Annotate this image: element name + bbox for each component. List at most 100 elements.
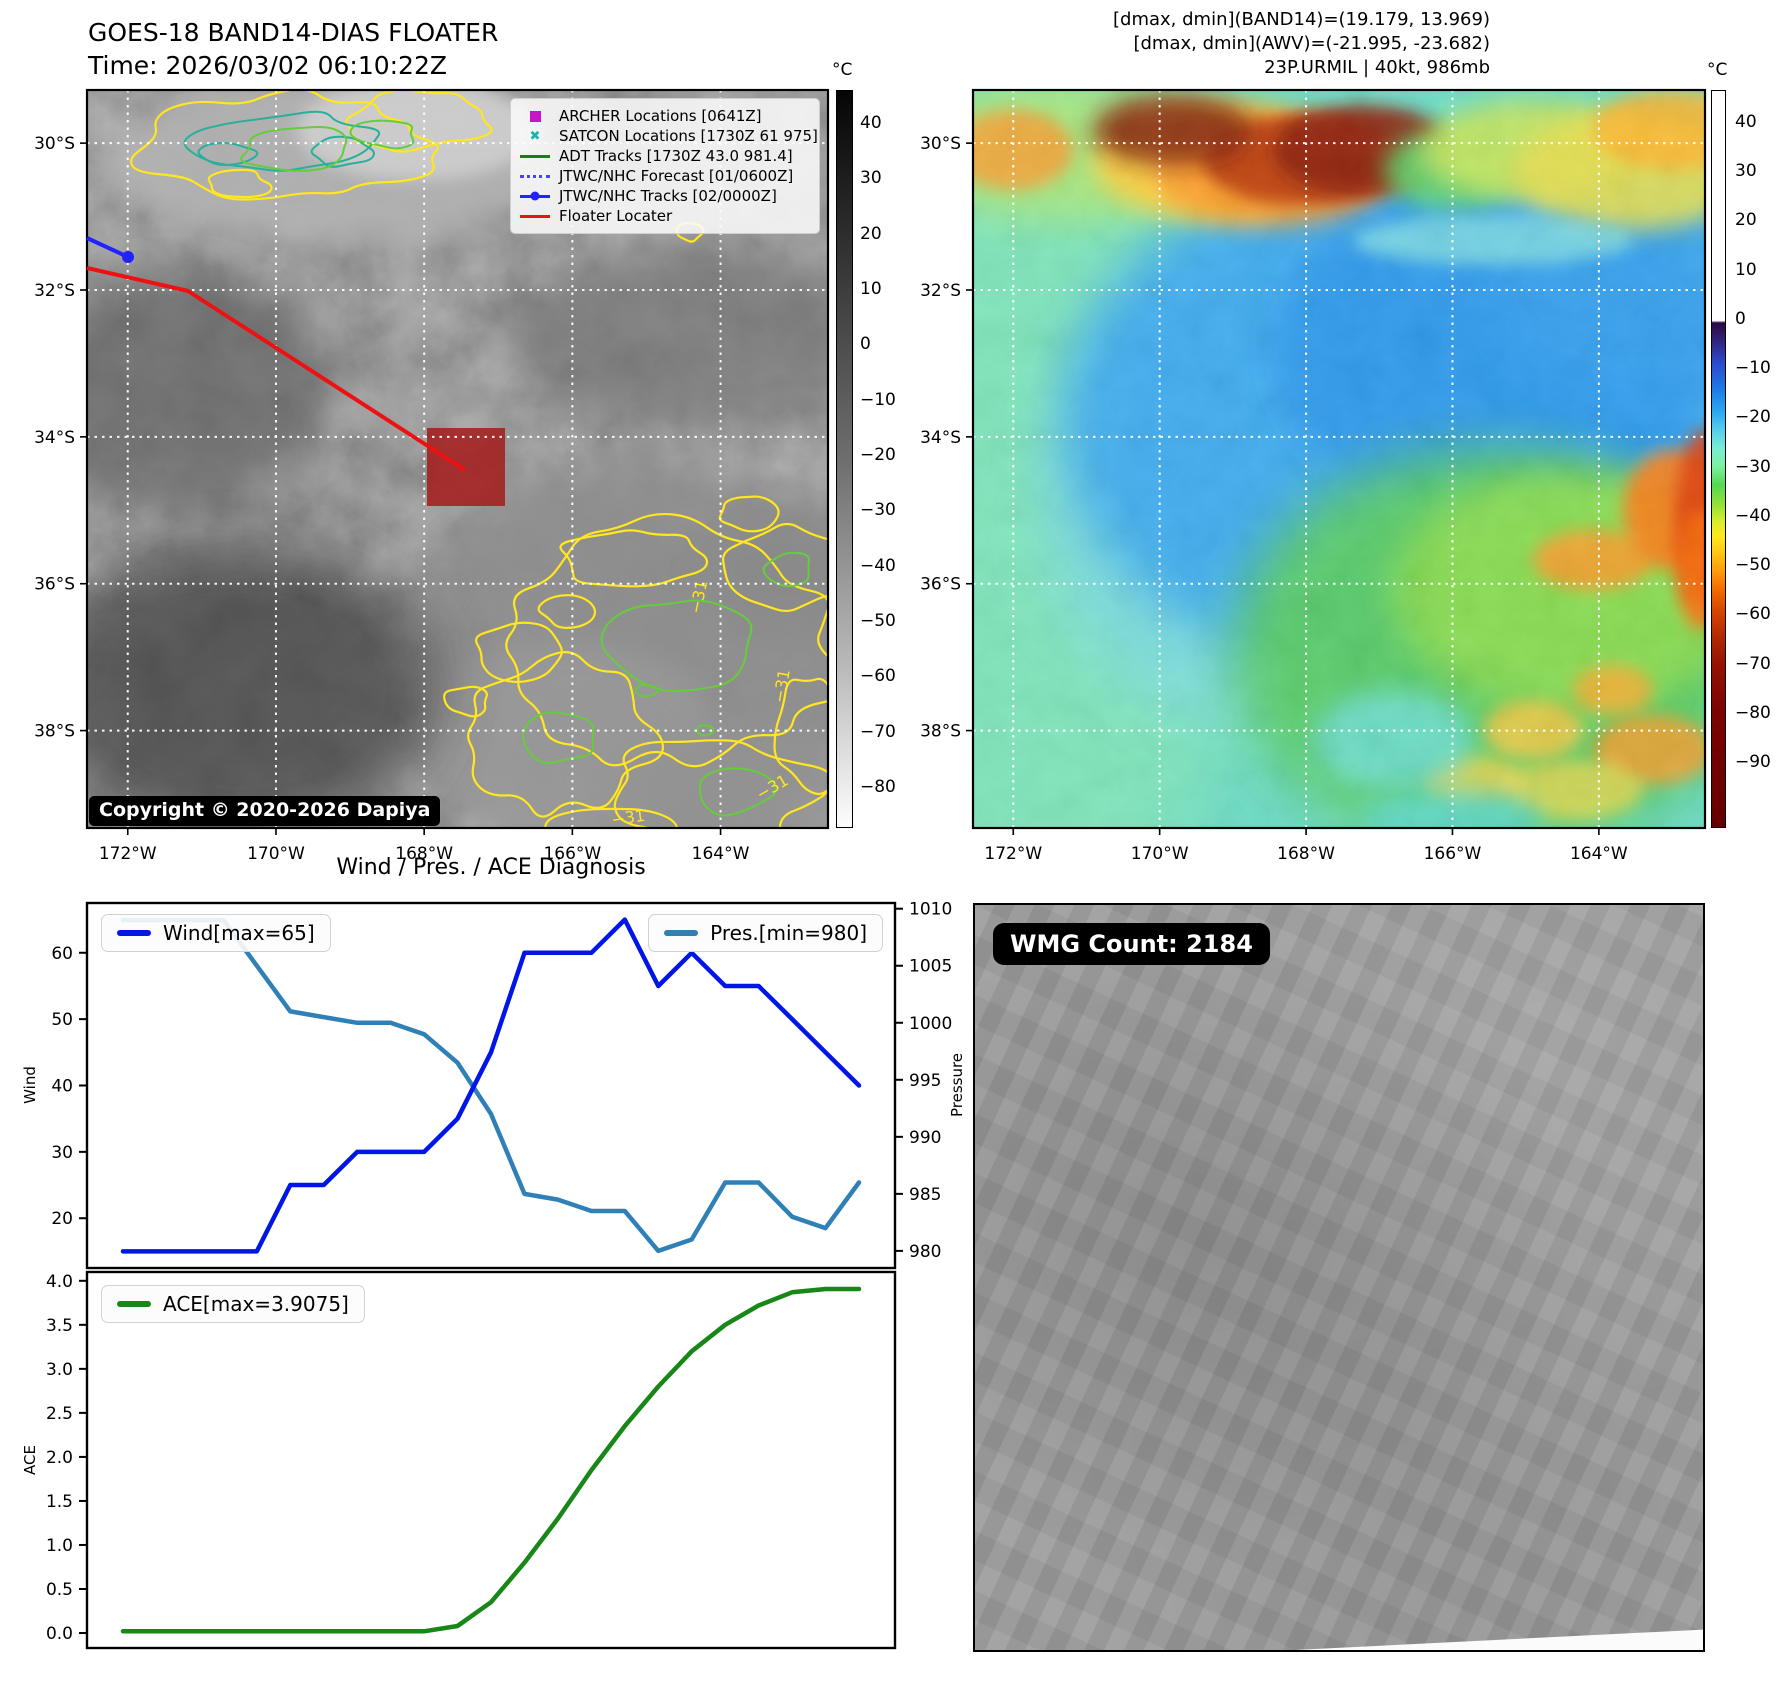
svg-text:4.0: 4.0 <box>46 1272 73 1292</box>
awv-lat-tick: 38°S <box>920 722 961 742</box>
wind-line-swatch <box>117 930 151 936</box>
colorbar-tick-label: 30 <box>860 168 882 189</box>
band14-lat-tick: 36°S <box>34 575 75 595</box>
floater-track-line <box>86 266 467 472</box>
band14-lon-tick: 168°W <box>395 844 453 864</box>
colorbar-tick-label: −10 <box>1735 358 1771 379</box>
svg-text:990: 990 <box>909 1128 941 1148</box>
legend-swatch-icon <box>517 129 553 144</box>
svg-text:0.5: 0.5 <box>46 1580 73 1600</box>
wind-legend: Wind[max=65] <box>101 914 331 952</box>
svg-text:1010: 1010 <box>909 900 952 920</box>
band14-lon-tick: 170°W <box>247 844 305 864</box>
left-tick-labels: 0.0 0.5 1.0 1.5 2.0 2.5 3.0 3.5 4.0 <box>46 1272 87 1644</box>
ace-legend: ACE[max=3.9075] <box>101 1285 365 1323</box>
legend-swatch-icon <box>517 195 553 198</box>
awv-lon-tick: 168°W <box>1277 844 1335 864</box>
legend-swatch-icon <box>517 175 553 178</box>
band14-lon-tick: 164°W <box>692 844 750 864</box>
wind-axis-label: Wind <box>21 1066 39 1104</box>
colorbar-tick-label: −70 <box>860 721 896 742</box>
awv-lat-tick: 36°S <box>920 575 961 595</box>
series-line <box>120 917 862 1254</box>
svg-text:60: 60 <box>51 944 73 964</box>
legend-swatch-icon <box>517 111 553 122</box>
stat-annotation: 23P.URMIL | 40kt, 986mb <box>1264 57 1490 78</box>
contours-yellow <box>130 90 828 828</box>
awv-lat-tick: 32°S <box>920 281 961 301</box>
band14-colorbar: °C 40 30 20 10 0 −10 −20 −30 −40 −50 −60 −70 −80 <box>832 60 896 828</box>
wmg-missing-data-sliver <box>1295 1629 1703 1650</box>
colorbar-tick-label: 10 <box>1735 259 1757 280</box>
svg-text:1005: 1005 <box>909 957 952 977</box>
colorbar-tick-label: −20 <box>1735 407 1771 428</box>
band14-lat-tick: 32°S <box>34 281 75 301</box>
svg-text:50: 50 <box>51 1010 73 1030</box>
awv-lon-tick: 164°W <box>1570 844 1628 864</box>
axis-ticks <box>966 142 1600 835</box>
contour-label: −31 <box>610 806 646 830</box>
awv-field <box>973 90 1705 828</box>
colorbar-tick-label: 10 <box>860 278 882 299</box>
colorbar-unit: °C <box>1707 60 1728 80</box>
colorbar-unit: °C <box>832 60 853 80</box>
chart-border <box>85 901 897 1270</box>
figure-timestamp: Time: 2026/03/02 06:10:22Z <box>88 51 447 80</box>
band14-satellite-map: −31 −31 −31 −31 172°W 170°W 168°W 166°W 164°W 30°… <box>34 88 830 864</box>
map-border <box>971 88 1707 830</box>
ace-line-swatch <box>117 1301 151 1307</box>
awv-lon-tick: 166°W <box>1424 844 1482 864</box>
svg-text:1.0: 1.0 <box>46 1536 73 1556</box>
legend-item: JTWC/NHC Forecast [01/0600Z] <box>517 166 813 186</box>
right-tick-labels: 980 985 990 995 1000 1005 1010 <box>895 900 952 1262</box>
colorbar-tick-label: −60 <box>860 666 896 687</box>
svg-text:0.0: 0.0 <box>46 1624 73 1644</box>
svg-text:980: 980 <box>909 1242 941 1262</box>
legend-item: ADT Tracks [1730Z 43.0 981.4] <box>517 146 813 166</box>
awv-lon-tick: 170°W <box>1131 844 1189 864</box>
wind-pressure-chart: 20 30 40 50 60 980 985 990 995 1000 1005 1010 Wind[… <box>51 900 952 1270</box>
legend-swatch-icon <box>517 155 553 158</box>
awv-colorbar: °C 40 30 20 10 0 −10 −20 −30 −40 −50 −60 −70 −80 −90 <box>1707 60 1771 828</box>
colorbar-tick-label: −30 <box>860 500 896 521</box>
svg-text:20: 20 <box>51 1209 73 1229</box>
awv-lat-tick: 30°S <box>920 134 961 154</box>
pressure-legend-label: Pres.[min=980] <box>710 921 867 945</box>
awv-lon-tick: 172°W <box>984 844 1042 864</box>
series-line <box>120 917 862 1254</box>
svg-text:985: 985 <box>909 1185 941 1205</box>
colorbar-tick-label: −80 <box>1735 702 1771 723</box>
svg-text:2.5: 2.5 <box>46 1404 73 1424</box>
colorbar-tick-label: 30 <box>1735 161 1757 182</box>
colorbar-tick-label: 40 <box>1735 112 1757 132</box>
svg-text:40: 40 <box>51 1077 73 1097</box>
band14-lat-tick: 34°S <box>34 428 75 448</box>
pressure-line-swatch <box>664 930 699 936</box>
ir-enhancement-colorbar <box>1711 90 1726 828</box>
chart-border <box>85 1270 897 1650</box>
floater-target-square <box>427 428 505 506</box>
copyright-label: Copyright © 2020-2026 Dapiya <box>89 796 441 826</box>
legend-item: JTWC/NHC Tracks [02/0000Z] <box>517 186 813 206</box>
jtwc-track-line <box>86 236 134 263</box>
band14-lat-tick: 30°S <box>34 134 75 154</box>
awv-lat-tick: 34°S <box>920 428 961 448</box>
contours-green <box>240 119 810 817</box>
wmg-panel: WMG Count: 2184 <box>973 903 1705 1652</box>
ace-chart: 0.0 0.5 1.0 1.5 2.0 2.5 3.0 3.5 4.0 ACE[max=3.90… <box>46 1270 897 1650</box>
axis-ticks <box>80 142 722 835</box>
stat-annotation: [dmax, dmin](BAND14)=(19.179, 13.969) <box>1113 9 1490 30</box>
ace-axis-label: ACE <box>21 1445 39 1475</box>
colorbar-tick-label: −60 <box>1735 604 1771 625</box>
stat-annotation: [dmax, dmin](AWV)=(-21.995, -23.682) <box>1133 33 1490 54</box>
legend-item: ARCHER Locations [0641Z] <box>517 106 813 126</box>
colorbar-tick-label: −90 <box>1735 751 1771 772</box>
diagnosis-title: Wind / Pres. / ACE Diagnosis <box>336 855 646 880</box>
svg-text:1.5: 1.5 <box>46 1492 73 1512</box>
colorbar-tick-label: −40 <box>1735 505 1771 526</box>
band14-lon-tick: 166°W <box>543 844 601 864</box>
svg-text:995: 995 <box>909 1071 941 1091</box>
series-line <box>120 1286 862 1634</box>
svg-text:30: 30 <box>51 1143 73 1163</box>
colorbar-tick-label: −50 <box>860 610 896 631</box>
